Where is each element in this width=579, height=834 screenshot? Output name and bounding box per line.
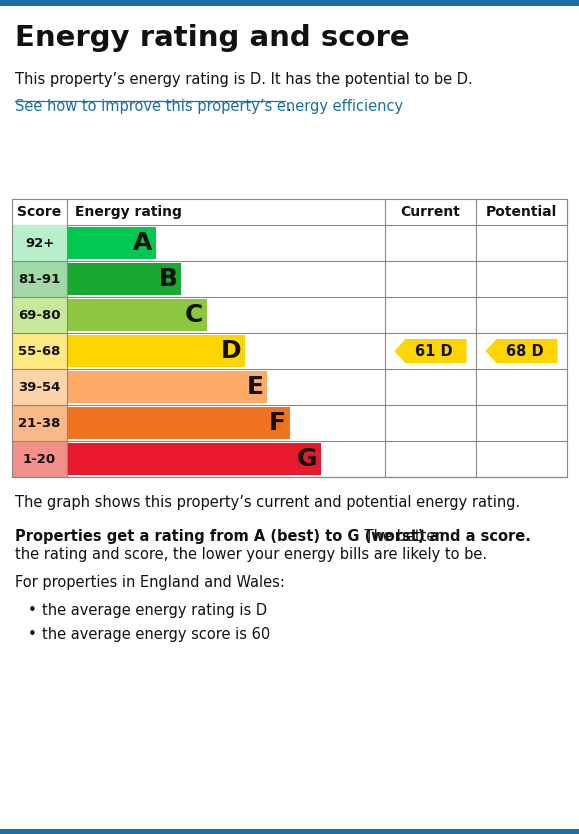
Text: D: D xyxy=(221,339,241,363)
Text: F: F xyxy=(269,411,285,435)
Text: •: • xyxy=(28,603,37,618)
Text: C: C xyxy=(185,303,203,327)
Text: the average energy score is 60: the average energy score is 60 xyxy=(42,627,270,642)
Text: .: . xyxy=(286,99,291,114)
Bar xyxy=(67,227,156,259)
Text: 55-68: 55-68 xyxy=(19,344,61,358)
Text: Energy rating and score: Energy rating and score xyxy=(15,24,409,52)
Bar xyxy=(67,443,321,475)
Bar xyxy=(67,263,181,295)
Bar xyxy=(67,335,245,367)
Text: 1-20: 1-20 xyxy=(23,453,56,465)
Bar xyxy=(12,441,67,477)
Bar xyxy=(67,407,290,439)
Text: 39-54: 39-54 xyxy=(19,380,61,394)
Bar xyxy=(12,225,67,261)
Bar xyxy=(67,371,267,403)
Bar xyxy=(67,299,207,331)
Text: G: G xyxy=(297,447,317,471)
Text: Energy rating: Energy rating xyxy=(75,205,182,219)
Text: B: B xyxy=(159,267,178,291)
Text: For properties in England and Wales:: For properties in England and Wales: xyxy=(15,575,285,590)
Polygon shape xyxy=(486,339,558,363)
Bar xyxy=(12,261,67,297)
Bar xyxy=(12,369,67,405)
Bar xyxy=(12,297,67,333)
Bar xyxy=(12,199,567,225)
Text: 92+: 92+ xyxy=(25,237,54,249)
Text: Current: Current xyxy=(401,205,460,219)
Bar xyxy=(12,333,67,369)
Bar xyxy=(0,0,579,6)
Text: •: • xyxy=(28,627,37,642)
Text: E: E xyxy=(246,375,263,399)
Text: 81-91: 81-91 xyxy=(19,273,61,285)
Text: Score: Score xyxy=(17,205,61,219)
Text: 68 D: 68 D xyxy=(507,344,544,359)
Text: This property’s energy rating is D. It has the potential to be D.: This property’s energy rating is D. It h… xyxy=(15,72,472,87)
Text: The better: The better xyxy=(360,529,442,544)
Text: Potential: Potential xyxy=(486,205,557,219)
Text: Properties get a rating from A (best) to G (worst) and a score.: Properties get a rating from A (best) to… xyxy=(15,529,531,544)
Text: 61 D: 61 D xyxy=(415,344,453,359)
Polygon shape xyxy=(394,339,467,363)
Text: 21-38: 21-38 xyxy=(19,416,61,430)
Bar xyxy=(0,829,579,834)
Text: the rating and score, the lower your energy bills are likely to be.: the rating and score, the lower your ene… xyxy=(15,547,487,562)
Bar xyxy=(12,405,67,441)
Text: the average energy rating is D: the average energy rating is D xyxy=(42,603,267,618)
Text: The graph shows this property’s current and potential energy rating.: The graph shows this property’s current … xyxy=(15,495,521,510)
Text: A: A xyxy=(133,231,152,255)
Text: See how to improve this property’s energy efficiency: See how to improve this property’s energ… xyxy=(15,99,403,114)
Text: 69-80: 69-80 xyxy=(19,309,61,321)
